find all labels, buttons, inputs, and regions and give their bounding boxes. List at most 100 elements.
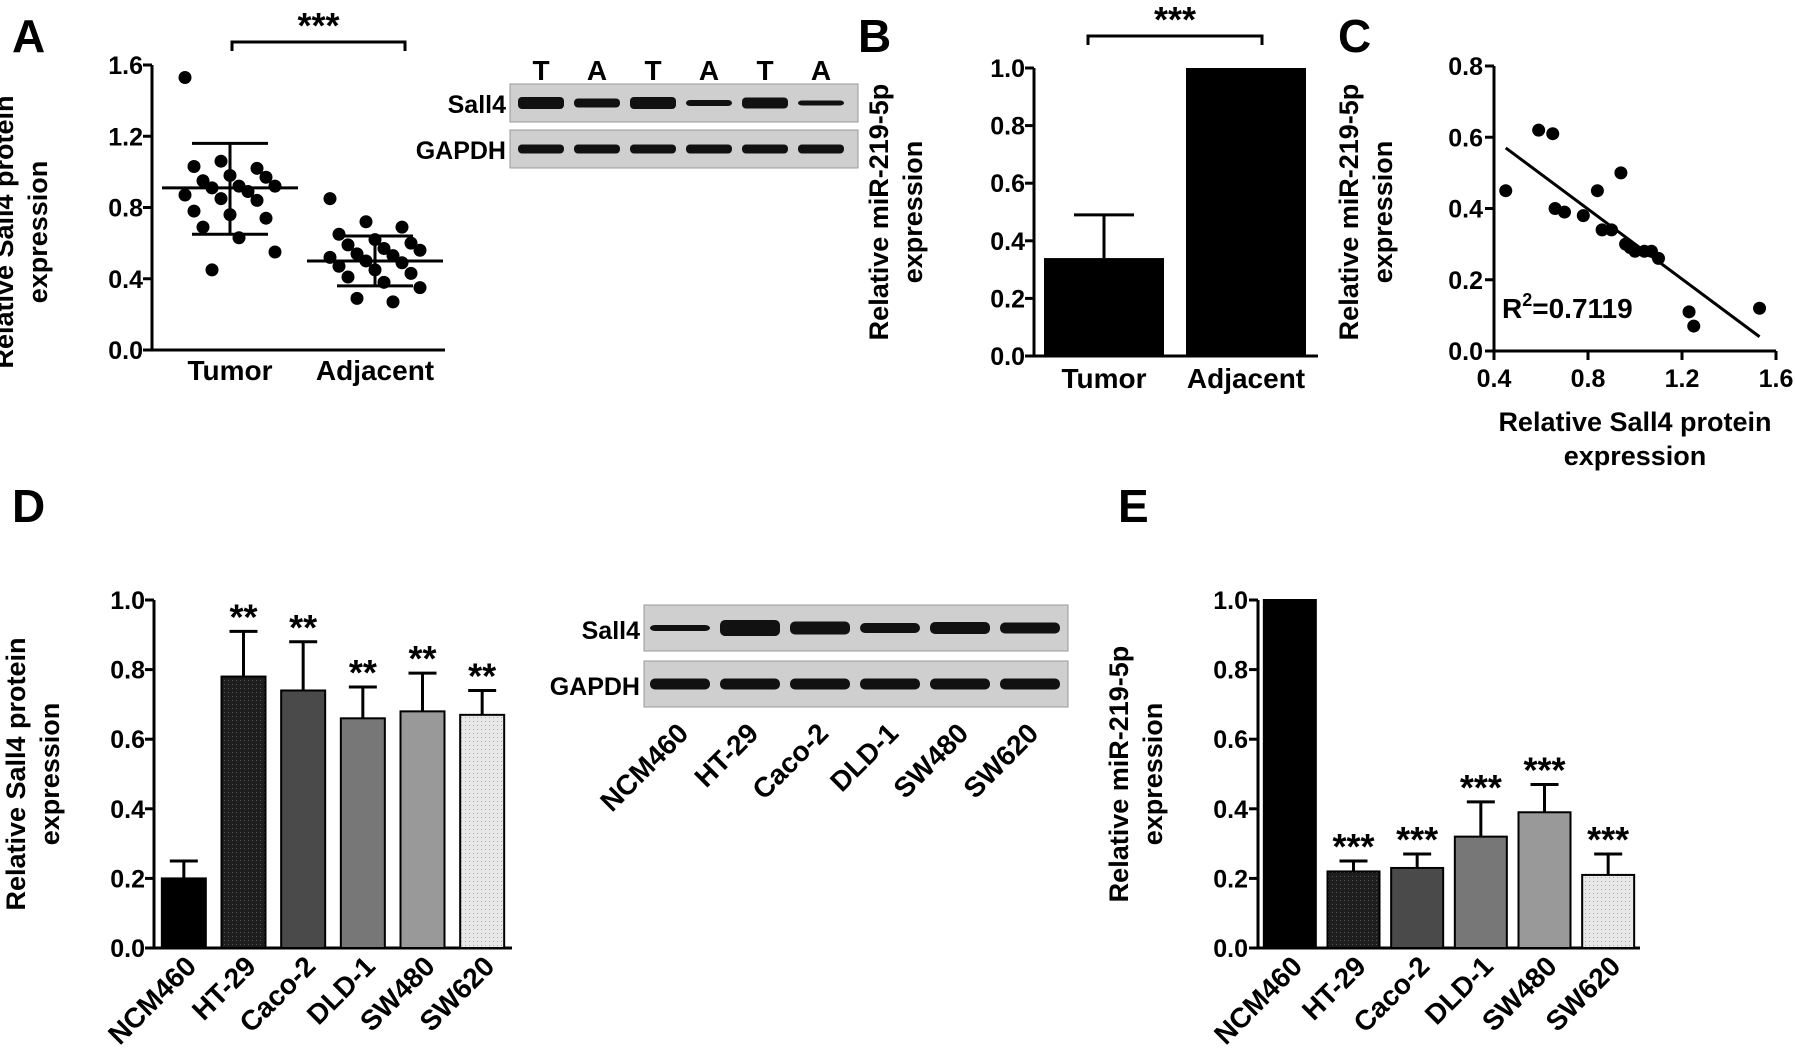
panel-a-data-point [196,220,210,234]
panel-a-data-point [268,179,282,193]
panel-e-ylabel: Relative miR-219-5p [1104,646,1134,903]
panel-c-ytick-label: 0.2 [1448,267,1483,295]
panel-e-bar [1453,835,1508,950]
panel-c-ytick-label: 0.0 [1448,338,1483,366]
panel-d-ytick-label: 0.6 [110,726,145,754]
panel-b-significance-label: *** [1154,0,1196,40]
panel-d-ytick-label: 1.0 [110,587,145,615]
panel-d-ytick-label: 0.4 [110,796,145,824]
panel-d-category-label: NCM460 [102,950,202,1050]
panel-a-data-point [332,227,346,241]
panel-a-data-point [323,192,337,206]
panel-d-blot-band [720,620,780,636]
panel-d-blot-lane-label: NCM460 [594,717,694,817]
panel-d-western-blot: Sall4GAPDHNCM460HT-29Caco-2DLD-1SW480SW6… [550,604,1069,817]
panel-a-category-label: Tumor [187,355,272,386]
panel-e-significance-label: *** [1587,819,1629,860]
panel-a-significance-label: *** [297,5,339,46]
panel-a-category-label: Adjacent [316,355,434,386]
panel-a-blot-band [798,144,844,154]
panel-e-bar-chart: 0.0 0.2 0.4 0.6 0.8 1.0 Relative miR-219-5p exp… [1104,587,1640,1050]
panel-c-data-point [1558,205,1571,219]
panel-d-ylabel: Relative Sall4 protein [1,637,31,910]
panel-a-blot-band [574,98,620,108]
panel-c-xtick-label: 0.8 [1571,365,1606,393]
panel-c-xlabel: Relative Sall4 protein [1498,407,1771,437]
panel-e-ytick-label: 0.8 [1213,657,1248,685]
panel-d-blot-strip [643,604,1069,652]
panel-d-bar [220,675,267,949]
panel-a-data-point [386,295,400,309]
panel-a-blot-lane-label: T [756,55,773,86]
panel-a-blot-row-label: Sall4 [448,91,506,119]
panel-d-blot-row-label: GAPDH [550,673,640,701]
panel-b-ytick-label: 0.2 [990,285,1025,313]
panel-c-ytick-label: 0.6 [1448,124,1483,152]
panel-a-data-point [268,245,282,259]
panel-a-blot-row-label: GAPDH [416,137,506,165]
panel-label-a: A [12,10,45,62]
panel-a-blot-lane-label: T [532,55,549,86]
panel-a-data-point [250,161,264,175]
panel-a-data-point [341,238,355,252]
panel-a-blot-lane-label: A [699,55,719,86]
panel-a-blot-band [686,100,732,106]
panel-d-blot-row-label: Sall4 [582,617,640,645]
panel-a-blot-band [518,144,564,154]
panel-c-data-point [1595,223,1609,237]
panel-c-data-point [1614,166,1628,180]
panel-b-ytick-label: 0.8 [990,113,1025,141]
panel-c-r2-annotation: R2=0.7119 [1502,290,1633,324]
panel-a-data-point [205,263,219,277]
panel-e-bar [1390,866,1445,950]
panel-d-blot-band [650,625,710,631]
panel-a-data-point [187,204,201,218]
panel-c-data-point [1590,184,1604,198]
panel-label-e: E [1118,480,1149,532]
panel-d-significance-label: ** [229,596,257,637]
panel-e-significance-label: *** [1396,819,1438,860]
panel-a-data-point [359,215,373,229]
panel-a-blot-lane-label: A [811,55,831,86]
panel-e-bar [1262,599,1317,949]
panel-b-bar [1186,68,1306,356]
panel-d-ylabel: expression [35,703,65,846]
panel-a-data-point [404,236,418,250]
panel-d-ytick-label: 0.8 [110,657,145,685]
panel-c-data-point [1499,184,1513,198]
panel-d-significance-label: ** [468,655,496,696]
panel-c-data-point [1687,319,1701,333]
panel-e-significance-label: *** [1523,749,1565,790]
panel-b-ytick-label: 0.0 [990,343,1025,371]
panel-c-data-point [1753,301,1767,315]
panel-a-blot-lane-label: A [587,55,607,86]
panel-label-b: B [858,10,891,62]
panel-a-data-point [178,188,192,202]
panel-label-c: C [1338,10,1371,62]
panel-label-d: D [12,480,45,532]
panel-c-data-point [1576,209,1590,223]
panel-e-category-label: NCM460 [1208,950,1308,1050]
panel-d-blot-lane-label: SW480 [887,717,974,804]
panel-d-blot-band [1000,622,1060,634]
panel-a-scatter: 0.0 0.4 0.8 1.2 1.6 Relative Sall4 proteinexp… [0,5,445,386]
panel-a-data-point [386,249,400,263]
panel-d-blot-lane-label: Caco-2 [746,717,834,805]
panel-e-bar [1517,811,1572,950]
panel-b-category-label: Tumor [1061,363,1146,394]
panel-d-blot-band [860,678,920,690]
panel-d-significance-label: ** [289,607,317,648]
panel-a-data-point [196,174,210,188]
panel-e-ytick-label: 0.4 [1213,796,1248,824]
panel-d-bar [459,713,506,950]
panel-d-bar [399,710,446,949]
panel-a-blot-band [798,100,844,106]
panel-e-bar [1581,873,1636,949]
panel-a-blot-band [630,144,676,154]
panel-a-ytick-label: 1.6 [108,52,143,80]
panel-d-ytick-label: 0.0 [110,935,145,963]
panel-a-blot-band [574,144,620,154]
panel-a-data-point [259,211,273,225]
panel-c-xtick-label: 1.6 [1759,365,1794,393]
panel-d-bar [280,689,327,949]
